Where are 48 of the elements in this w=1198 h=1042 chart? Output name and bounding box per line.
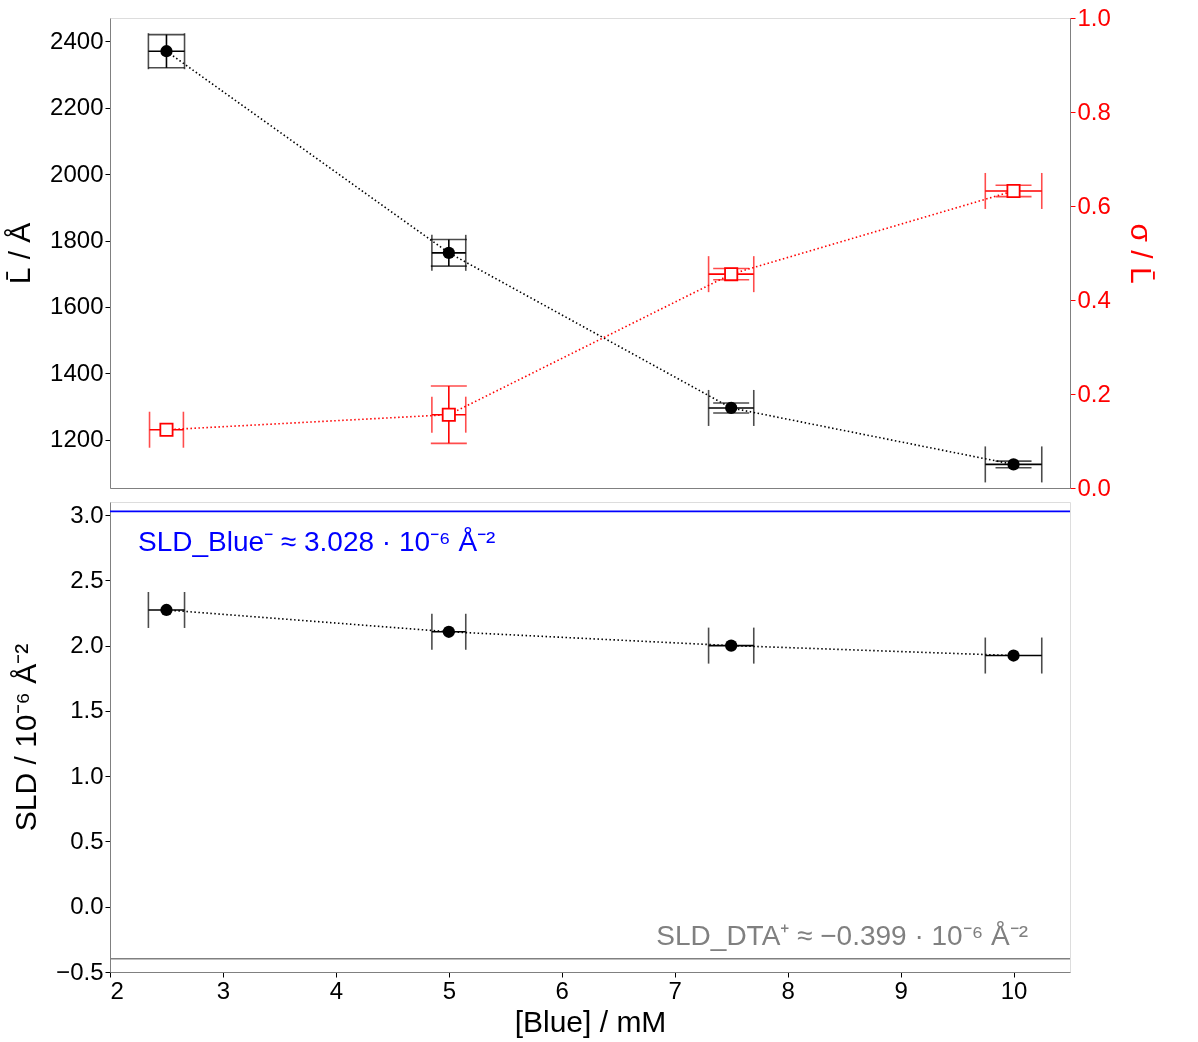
y2-tick-label: 0.6 (1077, 191, 1111, 219)
x-tick-label: 10 (1000, 976, 1028, 1004)
y-tick-label: 2.5 (70, 565, 104, 593)
point (1007, 458, 1020, 471)
point (1007, 649, 1020, 662)
y2-tick-label: 1.0 (1077, 3, 1111, 31)
y-tick-label: 2400 (50, 26, 104, 54)
x-tick-label: 4 (329, 976, 344, 1004)
y-tick-label: 2000 (50, 159, 104, 187)
y2-axis-title: σ / L̄ (1124, 223, 1158, 284)
y-tick-label: 2200 (50, 93, 104, 121)
x-tick-label: 6 (555, 976, 569, 1004)
y-tick-label: 3.0 (70, 500, 104, 528)
y2-tick-label: 0.4 (1077, 285, 1111, 313)
y-tick-label: 1200 (50, 425, 104, 453)
point (442, 625, 455, 638)
y2-tick-label: 0.2 (1077, 379, 1111, 407)
x-tick-label: 5 (442, 976, 456, 1004)
y-tick-label: 0.5 (70, 826, 104, 854)
point (159, 422, 174, 437)
y-axis-title: SLD / 10⁻⁶ Å⁻² (9, 643, 43, 832)
point (441, 407, 456, 422)
point (725, 401, 738, 415)
x-tick-label: 3 (216, 976, 231, 1004)
point (442, 246, 455, 259)
y-tick-label: 1400 (50, 358, 104, 386)
point (160, 603, 173, 617)
y-tick-label: 2.0 (70, 631, 104, 659)
y-tick-label: 0.0 (70, 892, 104, 920)
ref-line-label: SLD_DTA⁺ ≈ −0.399 · 10⁻⁶ Å⁻² (656, 919, 1028, 951)
y2-tick-label: 0.0 (1077, 473, 1111, 501)
y-tick-label: 1.0 (70, 761, 104, 789)
x-tick-label: 9 (894, 976, 908, 1004)
x-tick-label: 8 (781, 976, 795, 1004)
y-tick-label: −0.5 (56, 957, 104, 985)
point (160, 45, 173, 58)
y-tick-label: 1.5 (70, 696, 104, 724)
x-tick-label: 7 (668, 976, 682, 1004)
point (724, 267, 739, 282)
point (1006, 183, 1021, 198)
y2-tick-label: 0.8 (1077, 97, 1111, 125)
ref-line-label: SLD_Blue⁻ ≈ 3.028 · 10⁻⁶ Å⁻² (138, 526, 496, 558)
y-axis-title: L̄ / Å (3, 222, 37, 285)
point (725, 639, 738, 652)
y-tick-label: 1600 (50, 292, 104, 320)
y-tick-label: 1800 (50, 226, 104, 254)
x-axis-title: [Blue] / mM (514, 1004, 667, 1038)
x-tick-label: 2 (110, 976, 124, 1004)
